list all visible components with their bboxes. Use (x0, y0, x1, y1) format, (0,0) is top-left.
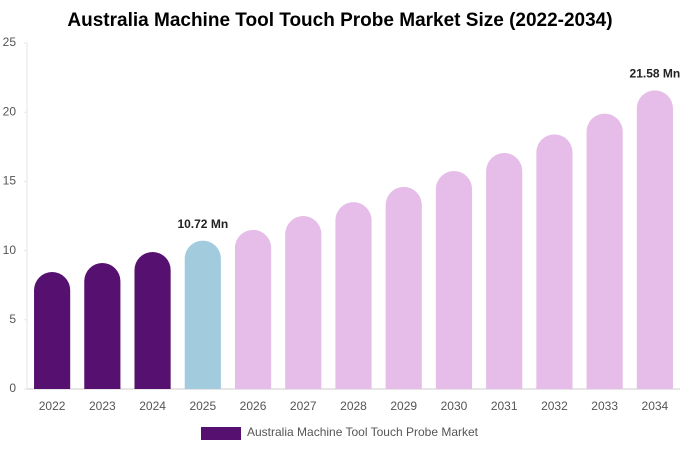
bar (234, 229, 272, 389)
bar (435, 171, 473, 389)
x-tick-label: 2028 (340, 399, 367, 413)
legend-label: Australia Machine Tool Touch Probe Marke… (247, 425, 479, 439)
y-tick-label: 15 (3, 174, 17, 188)
bar (636, 90, 673, 389)
x-tick-label: 2034 (642, 399, 669, 413)
x-tick-label: 2030 (441, 399, 468, 413)
bar (84, 263, 121, 389)
value-label: 21.58 Mn (630, 67, 680, 81)
x-tick-label: 2023 (89, 399, 116, 413)
bar (586, 113, 623, 390)
y-tick-label: 10 (3, 243, 17, 257)
x-tick-label: 2025 (189, 399, 216, 413)
x-tick-label: 2032 (541, 399, 568, 413)
x-tick-label: 2031 (491, 399, 518, 413)
x-tick-label: 2026 (240, 399, 267, 413)
y-tick-label: 0 (9, 381, 16, 395)
bar (285, 216, 322, 389)
x-tick-label: 2027 (290, 399, 317, 413)
bar (385, 186, 422, 389)
y-tick-label: 5 (9, 312, 16, 326)
x-tick-label: 2033 (591, 399, 618, 413)
legend-swatch (201, 427, 241, 440)
y-tick-label: 25 (3, 35, 17, 49)
y-tick-label: 20 (3, 104, 17, 118)
value-label: 10.72 Mn (177, 217, 228, 231)
bar (536, 134, 573, 389)
bar (34, 272, 71, 389)
bar (335, 202, 372, 389)
x-tick-label: 2022 (39, 399, 66, 413)
chart-title: Australia Machine Tool Touch Probe Marke… (67, 10, 612, 31)
bar (486, 153, 523, 389)
x-tick-label: 2024 (139, 399, 166, 413)
bar (134, 251, 171, 389)
bar (184, 240, 221, 389)
x-tick-label: 2029 (390, 399, 417, 413)
